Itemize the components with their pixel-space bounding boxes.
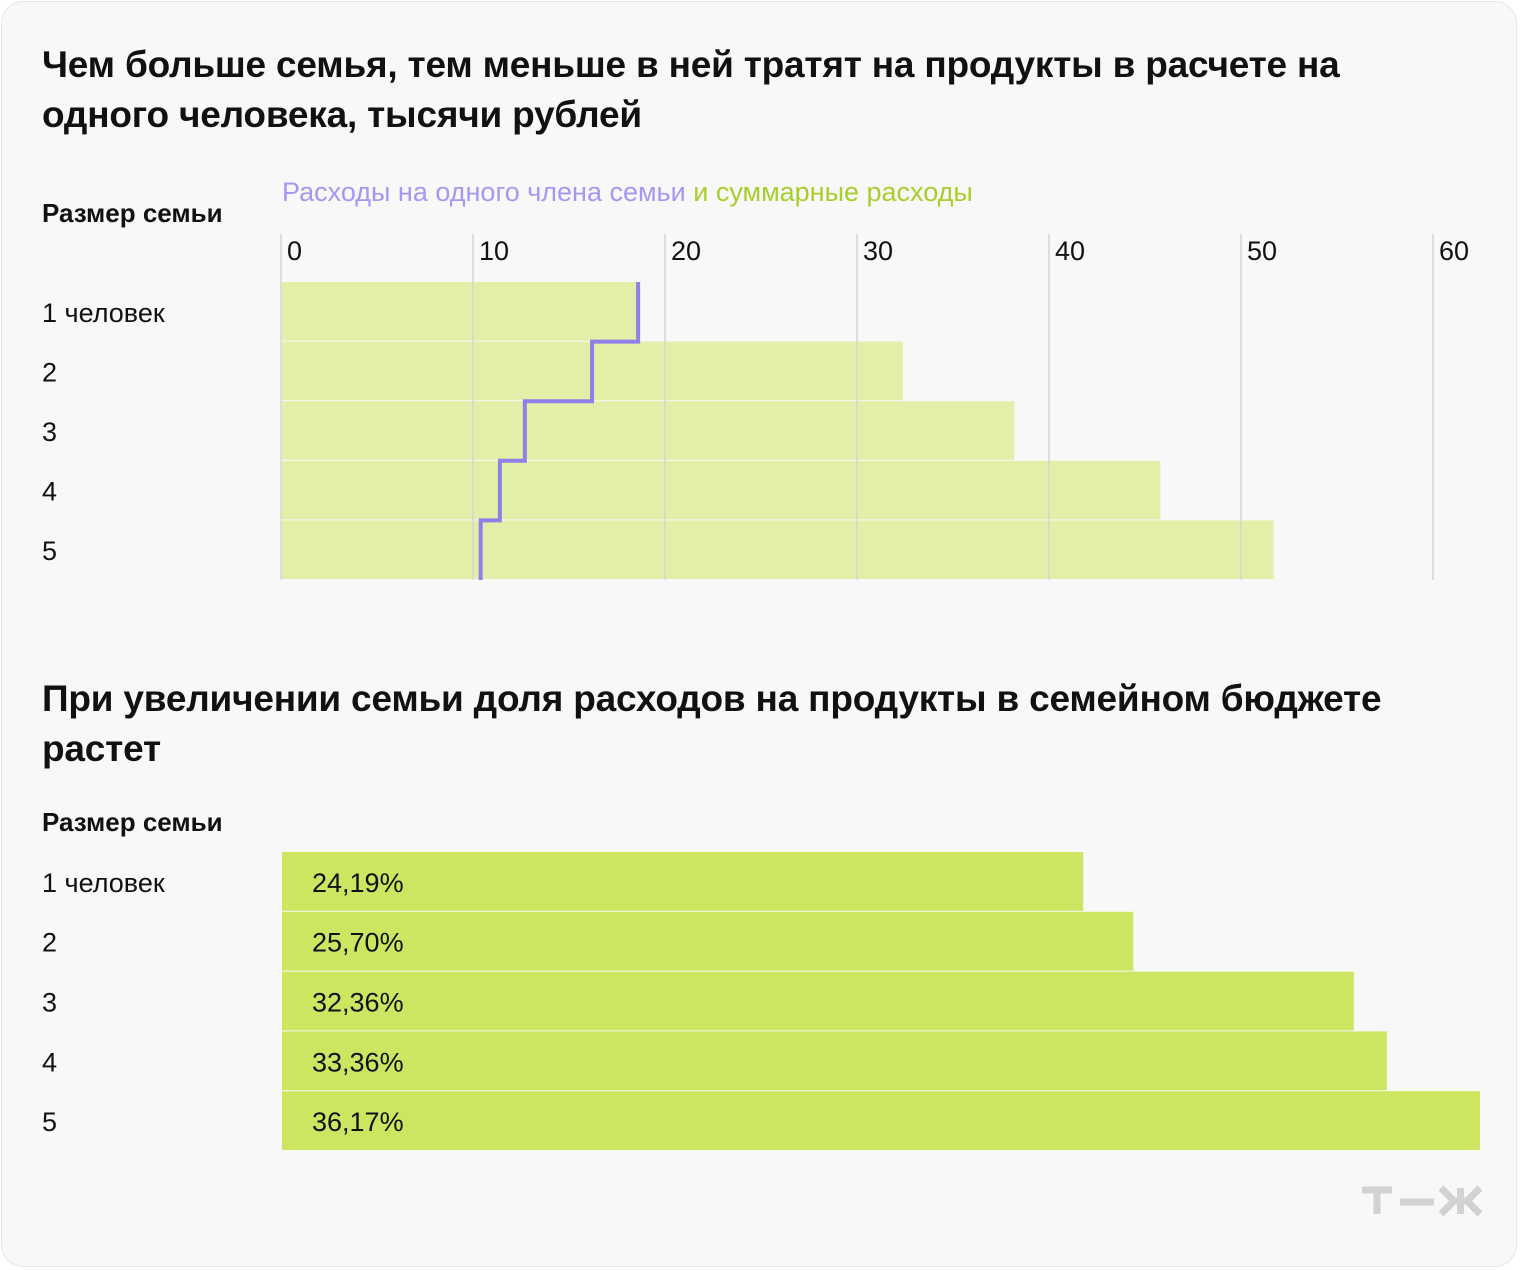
t-zh-logo-icon — [1362, 1185, 1482, 1217]
per-person-step-line — [478, 282, 641, 580]
chart-1-legend: Расходы на одного члена семьи и суммарны… — [282, 173, 973, 211]
legend-total-label: и суммарные расходы — [693, 177, 973, 207]
x-tick-label: 40 — [1055, 236, 1085, 266]
total-bar-5 — [281, 520, 1274, 579]
x-tick-label: 0 — [287, 236, 302, 266]
share-value-label: 25,70% — [312, 928, 404, 958]
share-bar-4 — [282, 1031, 1387, 1091]
chart-2-title: При увеличении семьи доля расходов на пр… — [42, 678, 1382, 769]
chart-2-category-label: 1 человек — [42, 868, 165, 898]
chart-2-category-label: 2 — [42, 928, 57, 958]
chart-1-category-label: 4 — [42, 477, 57, 507]
share-value-label: 32,36% — [312, 988, 404, 1018]
total-bar-1 — [281, 282, 639, 341]
share-bar-5 — [282, 1091, 1480, 1150]
chart-2-category-axis-title: Размер семьи — [42, 807, 223, 837]
chart-1-title: Чем больше семья, тем меньше в ней тратя… — [42, 44, 1340, 135]
chart-1-category-axis-title: Размер семьи — [42, 198, 223, 228]
share-value-label: 24,19% — [312, 868, 404, 898]
chart-1-category-label: 1 человек — [42, 298, 165, 328]
chart-2-category-label: 4 — [42, 1047, 57, 1077]
chart-1-category-label: 3 — [42, 417, 57, 447]
legend-per-person-label: Расходы на одного члена семьи — [282, 177, 686, 207]
share-bar-1 — [282, 852, 1084, 911]
share-bar-2 — [282, 911, 1134, 971]
total-bar-3 — [281, 401, 1015, 460]
chart-2-category-label: 5 — [42, 1107, 57, 1137]
chart-2-category-label: 3 — [42, 988, 57, 1018]
chart-1-category-label: 2 — [42, 357, 57, 387]
x-tick-label: 60 — [1439, 236, 1469, 266]
share-value-label: 36,17% — [312, 1107, 404, 1137]
chart-1-category-label: 5 — [42, 536, 57, 566]
total-bar-4 — [281, 460, 1161, 520]
x-tick-label: 20 — [671, 236, 701, 266]
share-bar-3 — [282, 971, 1354, 1031]
x-tick-label: 50 — [1247, 236, 1277, 266]
share-value-label: 33,36% — [312, 1047, 404, 1077]
x-tick-label: 10 — [479, 236, 509, 266]
x-tick-label: 30 — [863, 236, 893, 266]
